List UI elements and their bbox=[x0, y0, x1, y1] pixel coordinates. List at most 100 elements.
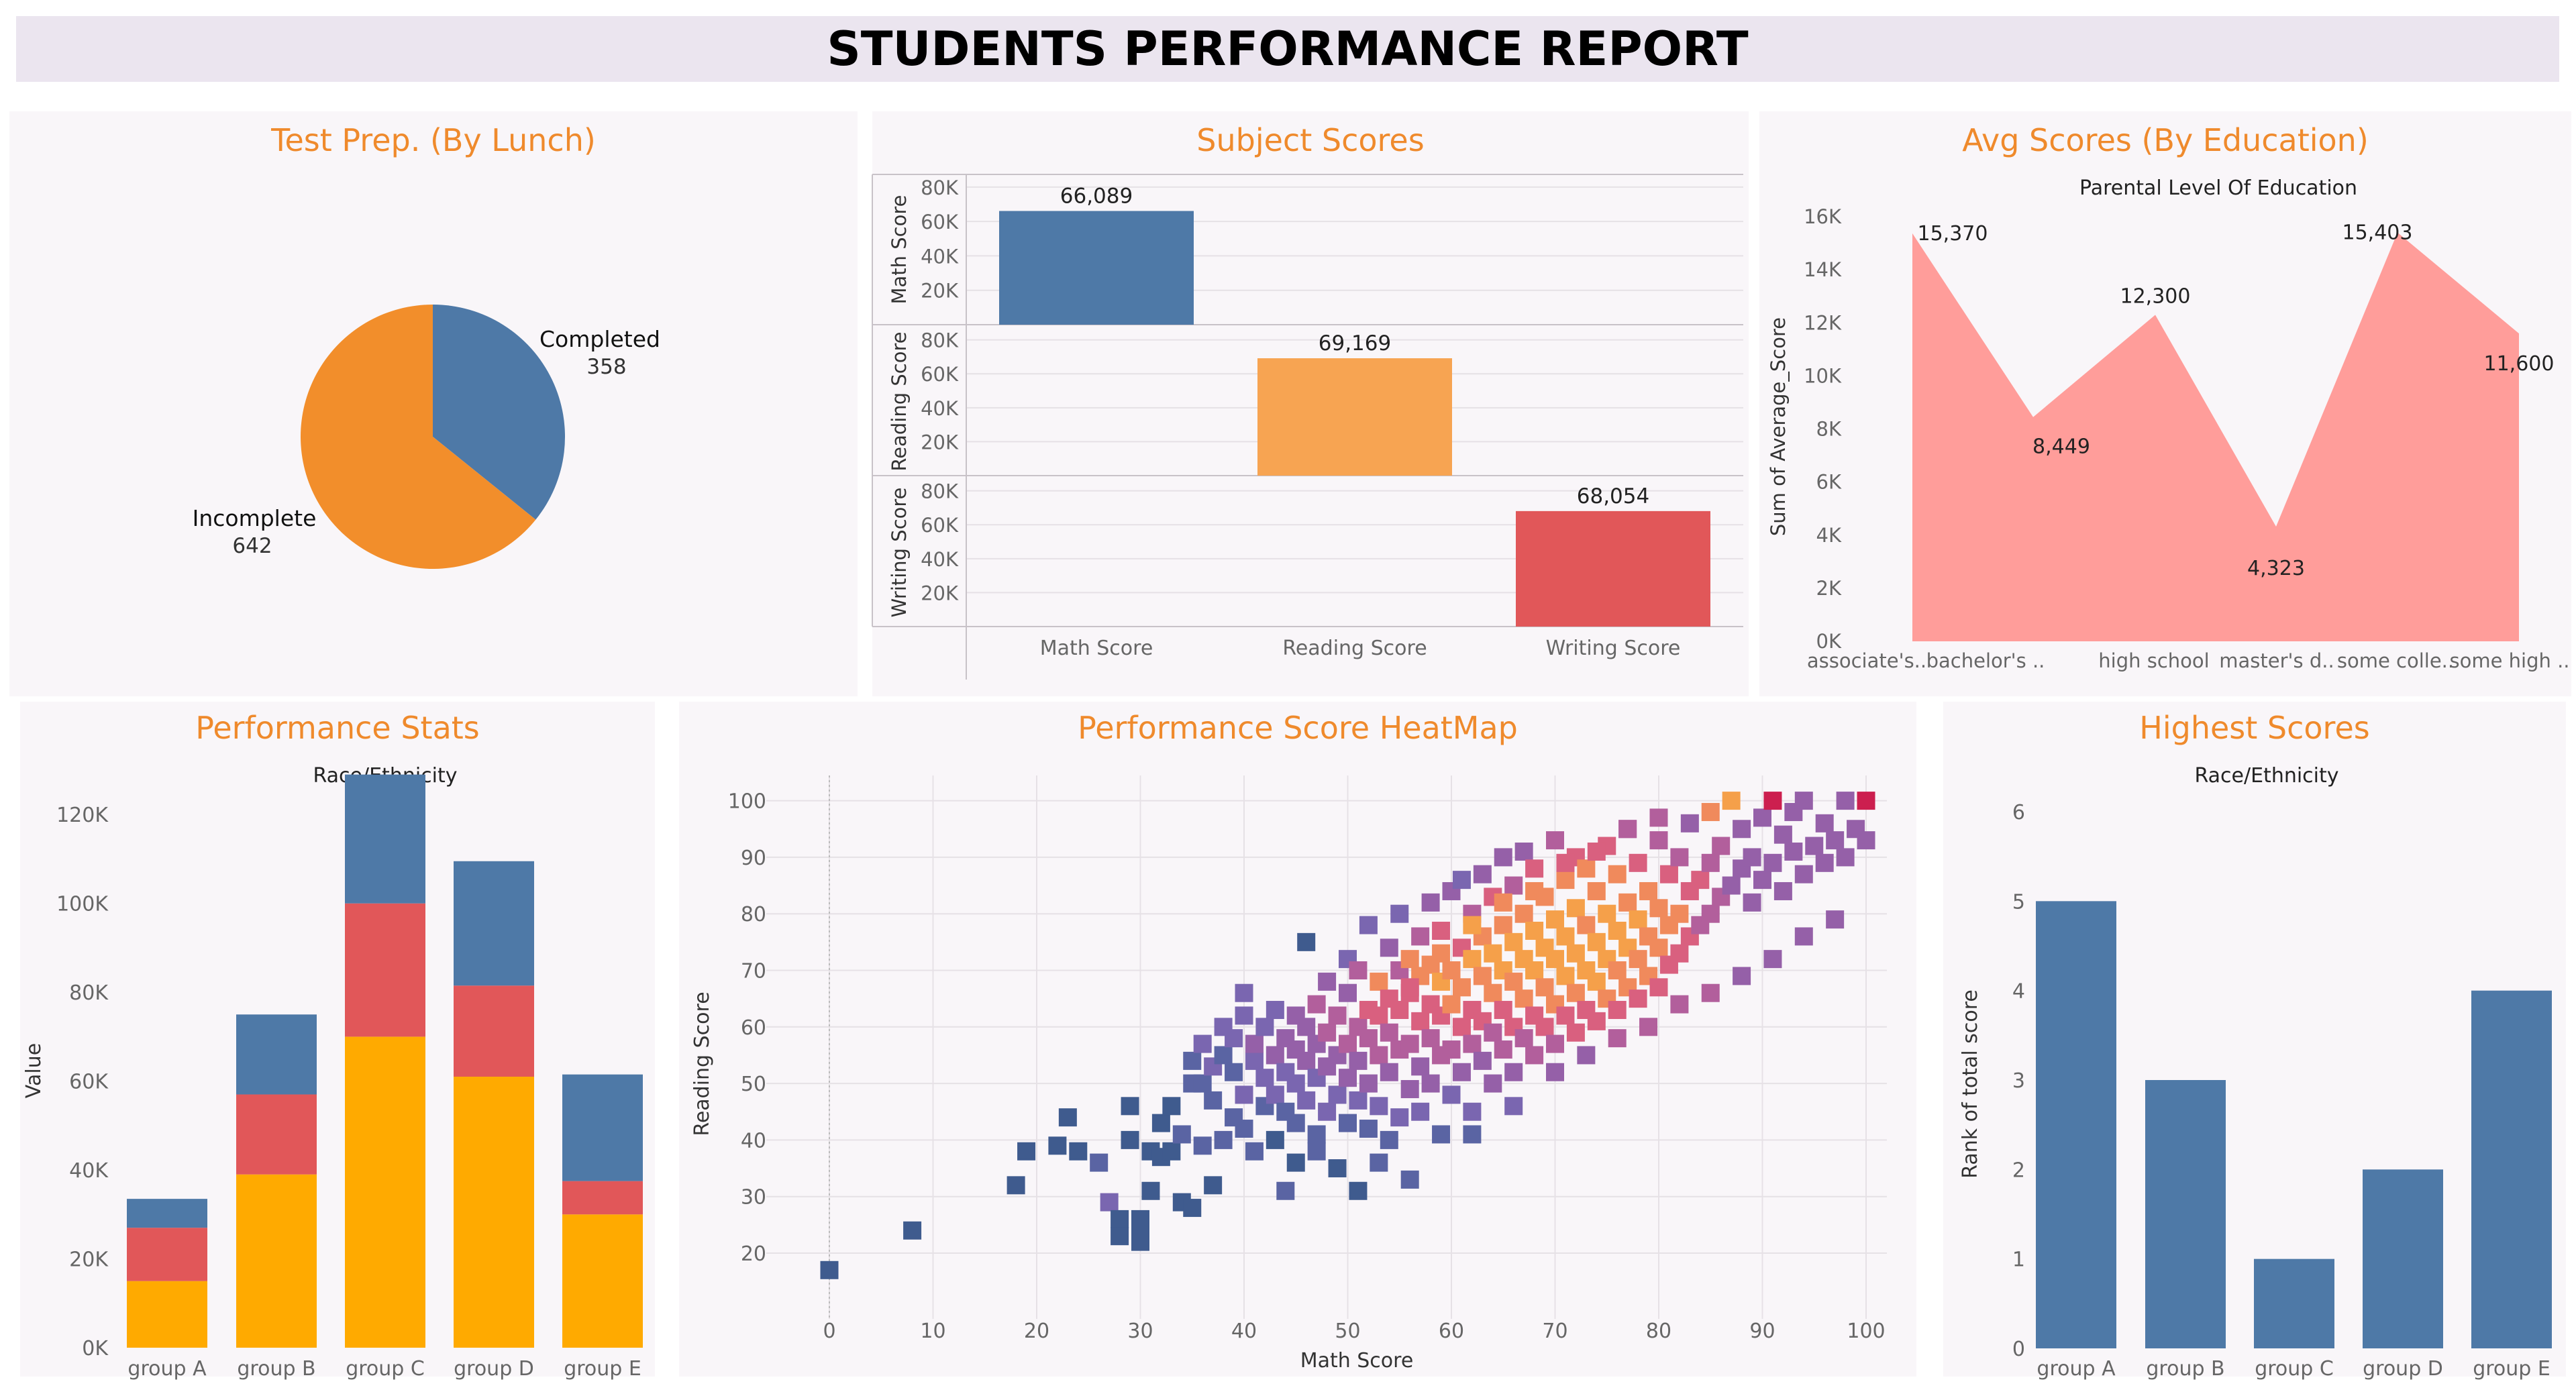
x-tick-label: Reading Score bbox=[1282, 637, 1427, 660]
stacked-bar-segment bbox=[236, 1094, 317, 1175]
highest-scores-title: Highest Scores bbox=[2139, 710, 2370, 746]
heatmap-cell bbox=[1245, 1034, 1264, 1053]
heatmap-cell bbox=[1649, 938, 1668, 957]
heatmap-cell bbox=[1349, 1181, 1368, 1200]
heatmap-cell bbox=[1266, 1001, 1284, 1020]
heatmap-cell bbox=[1556, 967, 1575, 985]
y-tick-label: 70 bbox=[741, 960, 766, 983]
y-tick-label: 6 bbox=[2012, 801, 2025, 824]
y-tick-label: 60K bbox=[921, 363, 959, 386]
heatmap-cell bbox=[1857, 792, 1875, 810]
y-tick-label: 8K bbox=[1816, 418, 1842, 441]
heatmap-cell bbox=[1608, 1029, 1627, 1048]
y-tick-label: 20K bbox=[921, 280, 959, 303]
heatmap-cell bbox=[1494, 1040, 1512, 1059]
heatmap-cell bbox=[1670, 995, 1689, 1014]
heatmap-cell bbox=[1629, 950, 1647, 969]
heatmap-cell bbox=[1370, 1097, 1388, 1116]
heatmap-cell bbox=[1566, 944, 1585, 963]
y-tick-label: 60K bbox=[921, 514, 959, 537]
rank-bar-group-E bbox=[2471, 990, 2552, 1348]
row-axis-label: Writing Score bbox=[888, 487, 911, 617]
heatmap-cell bbox=[1836, 792, 1855, 810]
stacked-bar-segment bbox=[345, 903, 425, 1037]
y-tick-label: 3 bbox=[2012, 1069, 2025, 1093]
heatmap-cell bbox=[1235, 1006, 1253, 1025]
x-tick-label: group D bbox=[2363, 1357, 2443, 1381]
stacked-bar-segment bbox=[236, 1014, 317, 1095]
x-tick-label: Math Score bbox=[1040, 637, 1153, 660]
subject-scores-chart: 20K 40K 60K 80K Math Score 66,089 20K 40K 60K 80K… bbox=[872, 174, 1743, 680]
x-tick-label: 10 bbox=[920, 1320, 945, 1343]
heatmap-cell bbox=[1400, 978, 1419, 997]
heatmap-cell bbox=[1504, 1063, 1523, 1081]
heatmap-cell bbox=[1649, 899, 1668, 918]
y-tick-label: 80 bbox=[741, 903, 766, 926]
x-tick-label: 0 bbox=[823, 1320, 835, 1343]
heatmap-cell bbox=[1390, 904, 1409, 923]
heatmap-cell bbox=[1328, 1006, 1347, 1025]
heatmap-cell bbox=[1432, 944, 1451, 963]
y-tick-label: 60K bbox=[69, 1071, 109, 1094]
heatmap-cell bbox=[1266, 1046, 1284, 1065]
heatmap-cell bbox=[1546, 1063, 1564, 1081]
heatmap-cell bbox=[1380, 938, 1398, 957]
chart-header: Race/Ethnicity bbox=[2194, 764, 2338, 788]
heatmap-cell bbox=[1162, 1097, 1181, 1116]
heatmap-cell bbox=[1255, 1018, 1274, 1036]
heatmap-cell bbox=[1587, 972, 1606, 991]
heatmap-cell bbox=[1411, 1012, 1430, 1030]
x-tick-label: master's d.. bbox=[2219, 649, 2334, 672]
test-prep-panel: Test Prep. (By Lunch) Completed 358 Incomp… bbox=[9, 111, 858, 696]
rank-bar-group-B bbox=[2145, 1080, 2226, 1348]
x-tick-label: group D bbox=[454, 1357, 534, 1381]
heatmap-cell bbox=[1535, 978, 1554, 997]
heatmap-cell bbox=[1297, 1091, 1316, 1110]
area-value-label: 8,449 bbox=[2032, 435, 2090, 459]
y-tick-label: 60 bbox=[741, 1016, 766, 1040]
heatmap-cell bbox=[1773, 881, 1792, 900]
heatmap-cell bbox=[1733, 967, 1751, 985]
heatmap-cell bbox=[1670, 904, 1689, 923]
x-tick-label: group E bbox=[2473, 1357, 2551, 1381]
heatmap-cell bbox=[1525, 921, 1544, 940]
heatmap-cell bbox=[1670, 944, 1689, 963]
heatmap-cell bbox=[1514, 904, 1533, 923]
heatmap-cell bbox=[1339, 1069, 1357, 1087]
y-tick-label: 80K bbox=[921, 176, 959, 199]
stacked-bar-segment bbox=[127, 1199, 207, 1228]
heatmap-cell bbox=[1017, 1142, 1036, 1161]
heatmap-cell bbox=[1297, 932, 1316, 951]
x-tick-label: Writing Score bbox=[1546, 637, 1681, 660]
y-tick-label: 80K bbox=[69, 981, 109, 1005]
heatmap-cell bbox=[1629, 989, 1647, 1008]
x-tick-label: bachelor's .. bbox=[1926, 649, 2045, 672]
heatmap-cell bbox=[1494, 893, 1512, 912]
heatmap-cell bbox=[1370, 1153, 1388, 1172]
heatmap-cell bbox=[1131, 1232, 1149, 1251]
x-tick-label: 60 bbox=[1439, 1320, 1464, 1343]
y-tick-label: 2 bbox=[2012, 1159, 2025, 1182]
heatmap-cell bbox=[1546, 1034, 1564, 1053]
heatmap-cell bbox=[1442, 1040, 1461, 1059]
heatmap-chart: 0 10 20 30 40 50 60 70 80 90 100 20 30 40 50 60 70 80 90 10… bbox=[690, 775, 1887, 1373]
heatmap-cell bbox=[1318, 972, 1337, 991]
heatmap-cell bbox=[1183, 1051, 1202, 1070]
heatmap-cell bbox=[1390, 1108, 1409, 1127]
rank-bar-group-A bbox=[2036, 901, 2116, 1348]
y-tick-label: 80K bbox=[921, 480, 959, 503]
y-tick-label: 5 bbox=[2012, 890, 2025, 914]
chart-header: Parental Level Of Education bbox=[2079, 176, 2357, 200]
heatmap-cell bbox=[1773, 825, 1792, 844]
heatmap-cell bbox=[1587, 881, 1606, 900]
heatmap-cell bbox=[1452, 1063, 1471, 1081]
y-tick-label: 10K bbox=[1804, 364, 1842, 387]
x-tick-label: some high .. bbox=[2449, 649, 2569, 672]
heatmap-cell bbox=[1452, 978, 1471, 997]
y-tick-label: 90 bbox=[741, 847, 766, 870]
pie-label-completed: Completed bbox=[539, 326, 660, 352]
heatmap-cell bbox=[1566, 899, 1585, 918]
heatmap-cell bbox=[1121, 1130, 1139, 1149]
stacked-bar-segment bbox=[562, 1181, 643, 1215]
x-tick-label: 30 bbox=[1127, 1320, 1153, 1343]
